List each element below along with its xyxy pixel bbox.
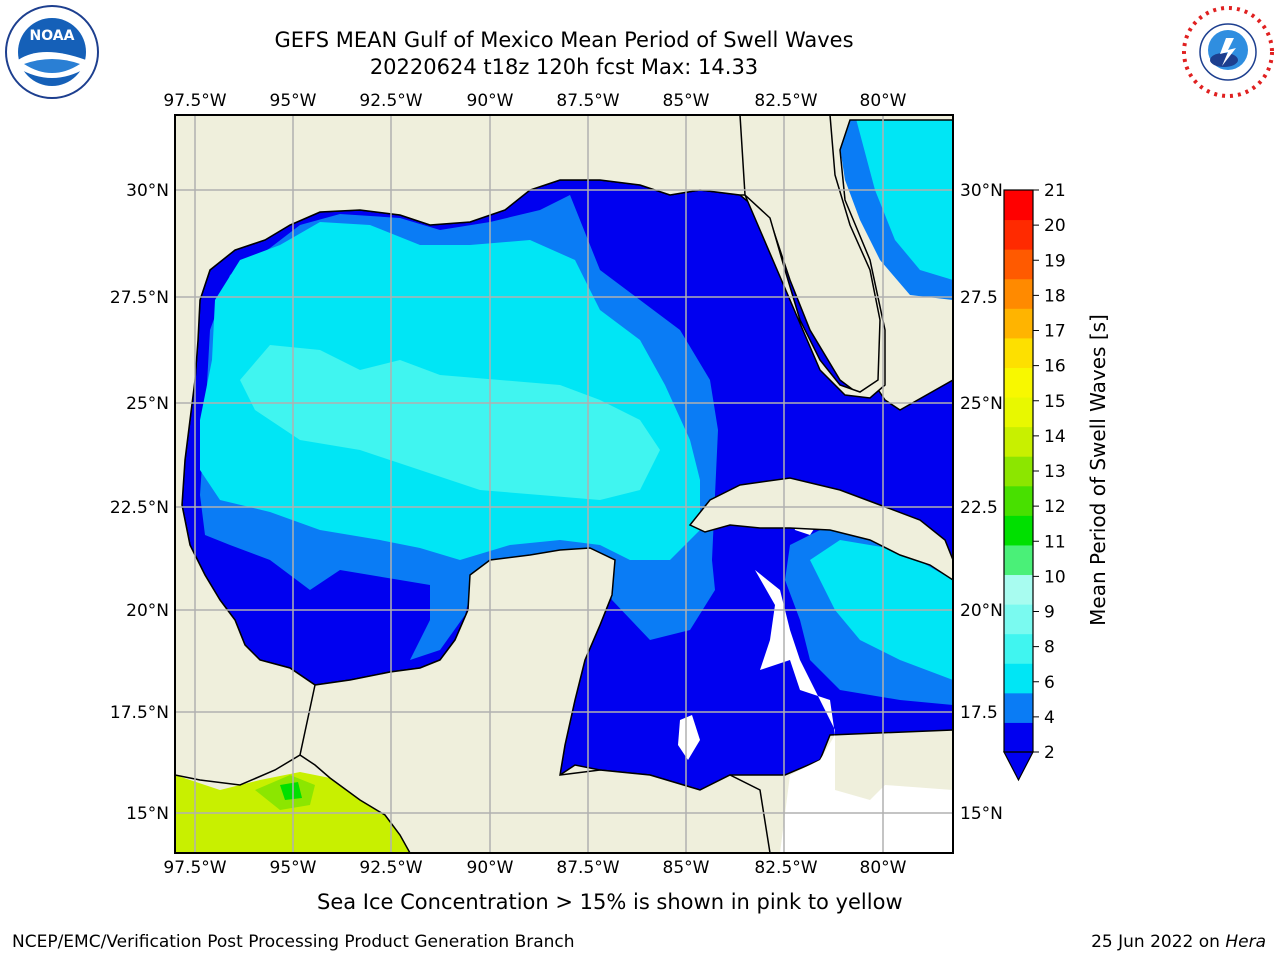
colorbar-swatch: [1004, 278, 1033, 309]
lon-label-top: 92.5°W: [359, 91, 422, 111]
colorbar-swatch: [1004, 485, 1033, 516]
yucatan-land: [284, 547, 771, 853]
lat-label-right: 25°N: [960, 394, 1003, 414]
colorbar-swatch: [1004, 367, 1033, 398]
lat-label-left: 25°N: [126, 394, 169, 414]
lon-label-bottom: 92.5°W: [359, 858, 422, 878]
colorbar-title: Mean Period of Swell Waves [s]: [1086, 314, 1110, 626]
colorbar-tick-label: 2: [1044, 743, 1055, 763]
colorbar-swatch: [1004, 544, 1033, 576]
lat-label-right: 15°N: [960, 804, 1003, 824]
nodata-patch: [755, 570, 953, 853]
colorbar-swatch: [1004, 219, 1033, 250]
footer-date-text: 25 Jun 2022 on: [1091, 932, 1226, 952]
cuba-land: [688, 477, 953, 581]
footer-date: 25 Jun 2022 on Hera: [1091, 932, 1266, 952]
lat-label-right: 22.5: [960, 498, 998, 518]
lat-label-left: 15°N: [126, 804, 169, 824]
footer-machine: Hera: [1225, 932, 1266, 952]
nodata-patch-small: [678, 715, 700, 760]
lat-label-left: 22.5°N: [110, 498, 169, 518]
lon-label-top: 90°W: [467, 91, 514, 111]
colorbar-swatch: [1004, 722, 1033, 753]
florida-land: [744, 115, 953, 399]
colorbar: 2 4 6 8 9 10 11 12 13 14 15 16 17 18 19 20 21: [1003, 181, 1066, 782]
colorbar-tick-label: 4: [1044, 708, 1055, 728]
sea-ice-note: Sea Ice Concentration > 15% is shown in …: [317, 890, 903, 914]
mexico-land: [175, 115, 746, 786]
lon-label-bottom: 80°W: [860, 858, 907, 878]
colorbar-tick-label: 6: [1044, 673, 1055, 693]
colorbar-tick-label: 17: [1044, 322, 1066, 342]
lon-label-bottom: 82.5°W: [754, 858, 817, 878]
lat-label-left: 27.5°N: [110, 288, 169, 308]
colorbar-tick-label: 13: [1044, 462, 1066, 482]
colorbar-swatch: [1004, 337, 1033, 368]
lon-label-top: 85°W: [663, 91, 710, 111]
colorbar-tick-label: 15: [1044, 392, 1066, 412]
chart-subtitle: 20220624 t18z 120h fcst Max: 14.33: [369, 55, 759, 79]
lat-label-left: 17.5°N: [110, 703, 169, 723]
colorbar-tick-label: 16: [1044, 357, 1066, 377]
footer-credit: NCEP/EMC/Verification Post Processing Pr…: [12, 932, 575, 952]
colorbar-swatch: [1004, 574, 1033, 605]
lat-label-right: 27.5: [960, 288, 998, 308]
map-border: [174, 114, 954, 854]
colorbar-tick-label: 20: [1044, 216, 1066, 236]
colorbar-swatch: [1004, 308, 1033, 339]
colorbar-tick-label: 8: [1044, 638, 1055, 658]
lon-label-top: 97.5°W: [163, 91, 226, 111]
colorbar-swatch: [1004, 604, 1033, 635]
lon-label-bottom: 90°W: [467, 858, 514, 878]
lon-label-top: 87.5°W: [556, 91, 619, 111]
pacific-swell-peak-inner: [280, 782, 302, 800]
lat-label-right: 30°N: [960, 181, 1003, 201]
colorbar-tick-label: 21: [1044, 181, 1066, 201]
atlantic-east-swell-inner: [855, 115, 953, 280]
colorbar-swatch: [1004, 456, 1033, 487]
graticule: [175, 115, 953, 853]
colorbar-tick-label: 18: [1044, 286, 1066, 306]
noaa-logo: NOAA: [5, 5, 99, 99]
chart-title: GEFS MEAN Gulf of Mexico Mean Period of …: [274, 28, 854, 52]
colorbar-extend-arrow: [1003, 751, 1034, 782]
swell-band-6-8s: [240, 345, 660, 500]
lon-label-bottom: 97.5°W: [163, 858, 226, 878]
noaa-logo-text: NOAA: [30, 28, 75, 44]
colorbar-tick-label: 14: [1044, 427, 1066, 447]
colorbar-tick-label: 9: [1044, 603, 1055, 623]
colorbar-swatch: [1004, 633, 1033, 664]
colorbar-swatch: [1004, 692, 1033, 723]
nws-logo: [1182, 6, 1274, 98]
lat-label-left: 20°N: [126, 601, 169, 621]
lat-label-right: 20°N: [960, 601, 1003, 621]
lon-label-top: 95°W: [270, 91, 317, 111]
lat-label-right: 17.5: [960, 703, 998, 723]
lon-label-top: 80°W: [860, 91, 907, 111]
colorbar-swatch: [1004, 663, 1033, 694]
colorbar-swatch: [1004, 397, 1033, 428]
lat-label-left: 30°N: [126, 181, 169, 201]
colorbar-swatch: [1004, 426, 1033, 457]
lon-label-bottom: 95°W: [270, 858, 317, 878]
colorbar-tick-label: 11: [1044, 532, 1066, 552]
colorbar-tick-label: 19: [1044, 251, 1066, 271]
colorbar-swatch: [1004, 249, 1033, 280]
colorbar-swatch: [1004, 190, 1033, 221]
colorbar-swatch: [1004, 515, 1033, 546]
colorbar-tick-label: 10: [1044, 567, 1066, 587]
lon-label-top: 82.5°W: [754, 91, 817, 111]
lon-label-bottom: 85°W: [663, 858, 710, 878]
lon-label-bottom: 87.5°W: [556, 858, 619, 878]
colorbar-tick-label: 12: [1044, 497, 1066, 517]
